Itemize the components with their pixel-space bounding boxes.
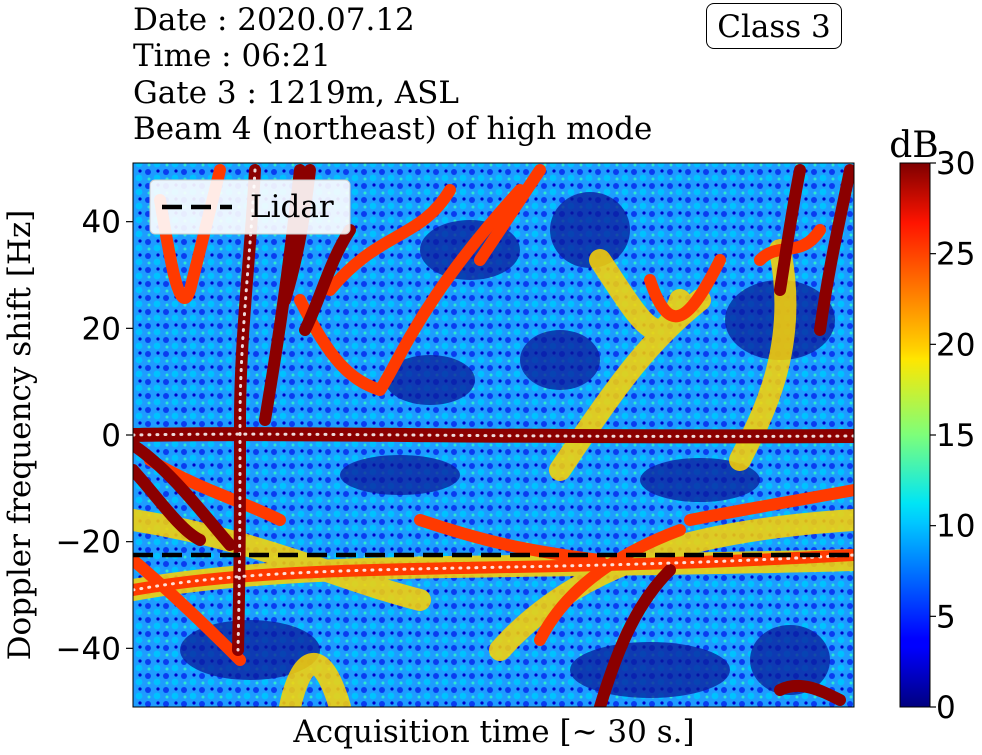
y-axis-label: Doppler frequency shift [Hz] <box>2 210 38 661</box>
colorbar: dB 0 5 10 15 20 25 30 <box>889 125 975 726</box>
legend: Lidar <box>149 179 351 235</box>
legend-box <box>149 179 351 235</box>
colorbar-tick-label: 15 <box>936 418 975 454</box>
heatmap-area <box>133 163 854 707</box>
colorbar-label: dB <box>889 125 939 166</box>
time-text: Time : 06:21 <box>133 38 331 74</box>
colorbar-tick-label: 0 <box>936 690 956 726</box>
signal-traces <box>133 164 854 707</box>
y-tick-label: −20 <box>56 525 121 561</box>
colorbar-tick-label: 10 <box>936 509 975 545</box>
colorbar-tick-label: 25 <box>936 237 975 273</box>
colorbar-tick-label: 5 <box>936 599 956 635</box>
x-axis-label: Acquisition time [~ 30 s.] <box>292 714 694 750</box>
y-axis: −40 −20 0 20 40 <box>56 205 133 667</box>
beam-text: Beam 4 (northeast) of high mode <box>133 111 653 147</box>
date-text: Date : 2020.07.12 <box>133 2 415 38</box>
colorbar-tick-label: 20 <box>936 327 975 363</box>
class-badge: Class 3 <box>706 3 842 49</box>
legend-lidar-label: Lidar <box>250 189 334 225</box>
y-tick-label: 20 <box>82 311 121 347</box>
colorbar-gradient <box>899 162 931 708</box>
colorbar-tick-label: 30 <box>936 146 975 182</box>
colorbar-ticks: 0 5 10 15 20 25 30 <box>930 146 975 726</box>
gate-text: Gate 3 : 1219m, ASL <box>133 75 459 111</box>
y-tick-label: 40 <box>82 205 121 241</box>
y-tick-label: −40 <box>56 631 121 667</box>
y-tick-label: 0 <box>101 418 121 454</box>
